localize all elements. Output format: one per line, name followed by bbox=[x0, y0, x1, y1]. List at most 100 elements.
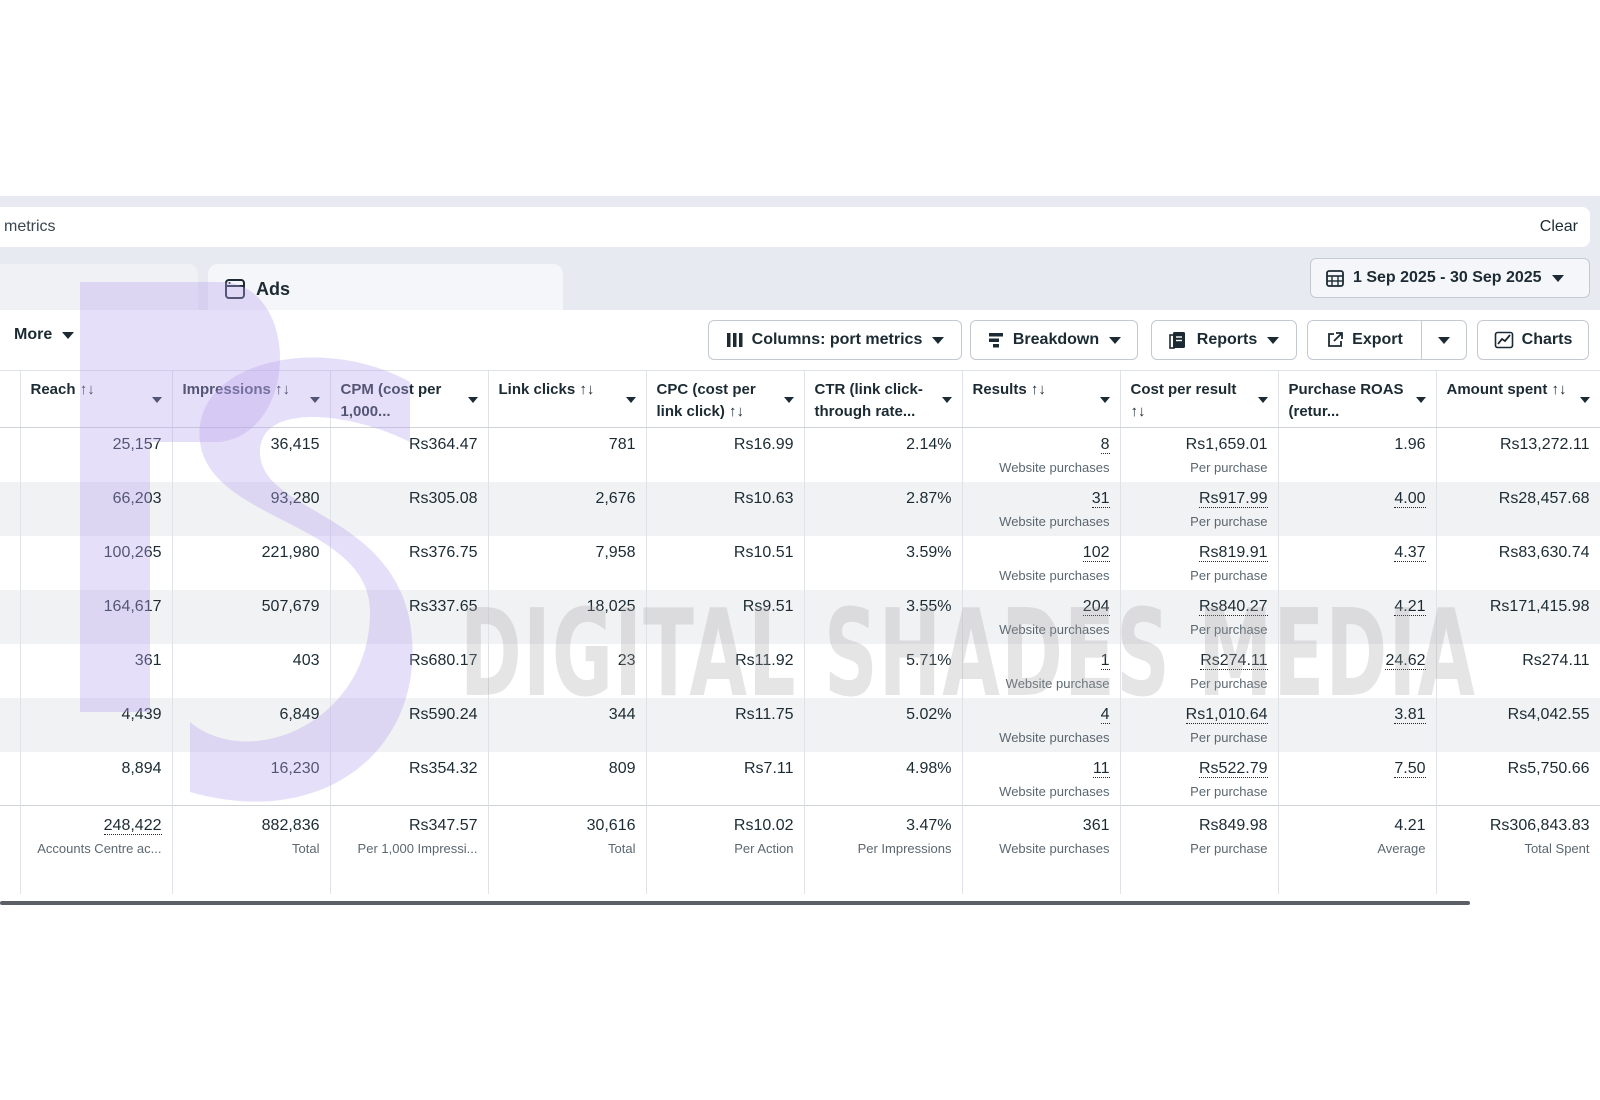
cell-cpm: Rs364.47 bbox=[330, 427, 489, 482]
total-roas: 4.21 Average bbox=[1278, 805, 1437, 894]
total-subtext: Average bbox=[1377, 841, 1426, 856]
cell-value[interactable]: Rs274.11 bbox=[1200, 651, 1268, 670]
cell-value[interactable]: 3.81 bbox=[1394, 705, 1426, 724]
cell-value[interactable]: 4.21 bbox=[1394, 597, 1426, 616]
horizontal-scrollbar[interactable] bbox=[0, 901, 1470, 905]
cell-reach: 25,157 bbox=[20, 427, 173, 482]
cell-value[interactable]: Rs917.99 bbox=[1199, 489, 1268, 508]
charts-button[interactable]: Charts bbox=[1477, 320, 1589, 360]
cell-value[interactable]: 102 bbox=[1082, 543, 1110, 562]
cell-value: Rs590.24 bbox=[409, 705, 478, 723]
row-spacer-cell bbox=[0, 805, 21, 894]
cell-value[interactable]: 8 bbox=[1100, 436, 1110, 454]
total-value: 30,616 bbox=[586, 817, 636, 834]
cell-subtext: Website purchase bbox=[1005, 675, 1110, 691]
chevron-down-icon[interactable] bbox=[783, 397, 794, 403]
table-row[interactable]: 4,439 6,849 Rs590.24 344 Rs11.75 5.02% 4 Websit… bbox=[0, 697, 1600, 752]
more-button[interactable]: More bbox=[14, 326, 75, 344]
export-button[interactable]: Export bbox=[1307, 320, 1422, 360]
cell-value[interactable]: 7.50 bbox=[1394, 759, 1426, 778]
date-range-button[interactable]: 1 Sep 2025 - 30 Sep 2025 bbox=[1310, 258, 1590, 298]
cell-results: 102 Website purchases bbox=[962, 535, 1121, 590]
cell-value[interactable]: 24.62 bbox=[1385, 651, 1426, 670]
column-header-purchase-roas[interactable]: Purchase ROAS (retur... bbox=[1278, 370, 1437, 428]
column-header-impressions[interactable]: Impressions ↑↓ bbox=[172, 370, 331, 428]
chart-icon bbox=[1494, 331, 1513, 349]
export-options-button[interactable] bbox=[1421, 320, 1467, 360]
column-header-results[interactable]: Results ↑↓ bbox=[962, 370, 1121, 428]
chevron-down-icon[interactable] bbox=[1579, 397, 1590, 403]
cell-spent: Rs171,415.98 bbox=[1436, 589, 1600, 644]
chevron-down-icon[interactable] bbox=[467, 397, 478, 403]
column-header-cpm[interactable]: CPM (cost per 1,000... bbox=[330, 370, 489, 428]
breakdown-label: Breakdown bbox=[1012, 331, 1100, 348]
clear-button[interactable]: Clear bbox=[1539, 218, 1578, 235]
chevron-down-icon[interactable] bbox=[625, 397, 636, 403]
total-reach: 248,422 Accounts Centre ac... bbox=[20, 805, 173, 894]
cell-value: Rs305.08 bbox=[409, 489, 478, 507]
cell-value: 16,230 bbox=[270, 759, 320, 777]
cell-value[interactable]: Rs840.27 bbox=[1199, 597, 1268, 616]
cell-value[interactable]: 204 bbox=[1082, 597, 1110, 616]
cell-roas: 7.50 bbox=[1278, 751, 1437, 806]
cell-value[interactable]: 31 bbox=[1091, 489, 1110, 508]
cell-value: 403 bbox=[292, 651, 320, 669]
cell-value[interactable]: Rs522.79 bbox=[1199, 759, 1268, 778]
cell-value[interactable]: 4 bbox=[1100, 705, 1110, 724]
cell-subtext: Per purchase bbox=[1190, 460, 1268, 475]
breakdown-button[interactable]: Breakdown bbox=[970, 320, 1138, 360]
cell-value[interactable]: 1 bbox=[1100, 651, 1110, 670]
cell-value[interactable]: 11 bbox=[1092, 759, 1110, 778]
column-header-cost-per-result[interactable]: Cost per result ↑↓ bbox=[1120, 370, 1279, 428]
tab-previous[interactable] bbox=[0, 264, 198, 310]
cell-cpm: Rs354.32 bbox=[330, 751, 489, 806]
search-filter-bar[interactable]: metrics Clear bbox=[0, 207, 1590, 247]
columns-button[interactable]: Columns: port metrics bbox=[708, 320, 962, 360]
cell-spent: Rs274.11 bbox=[1436, 643, 1600, 698]
table-row[interactable]: 361 403 Rs680.17 23 Rs11.92 5.71% 1 Website pur… bbox=[0, 643, 1600, 698]
total-impressions: 882,836 Total bbox=[172, 805, 331, 894]
cell-ctr: 2.87% bbox=[804, 481, 963, 536]
chevron-down-icon[interactable] bbox=[309, 397, 320, 403]
export-label: Export bbox=[1352, 331, 1403, 348]
chevron-down-icon[interactable] bbox=[941, 397, 952, 403]
cell-value: 2.14% bbox=[906, 436, 952, 453]
table-row[interactable]: 66,203 93,280 Rs305.08 2,676 Rs10.63 2.87% 31 W… bbox=[0, 481, 1600, 536]
cell-value[interactable]: Rs819.91 bbox=[1199, 543, 1268, 562]
cell-impressions: 36,415 bbox=[172, 427, 331, 482]
total-subtext: Per Impressions bbox=[857, 841, 952, 856]
cell-subtext: Per purchase bbox=[1190, 513, 1268, 529]
cell-value[interactable]: 4.37 bbox=[1394, 543, 1426, 562]
total-value[interactable]: 248,422 bbox=[103, 817, 162, 835]
chevron-down-icon bbox=[62, 331, 75, 339]
cell-cpc: Rs11.75 bbox=[646, 697, 805, 752]
cell-value[interactable]: Rs1,010.64 bbox=[1185, 705, 1268, 724]
column-header-amount-spent[interactable]: Amount spent ↑↓ bbox=[1436, 370, 1600, 428]
chevron-down-icon[interactable] bbox=[1257, 397, 1268, 403]
tab-ads[interactable]: Ads bbox=[208, 264, 563, 314]
column-header-reach[interactable]: Reach ↑↓ bbox=[20, 370, 173, 428]
table-row[interactable]: 100,265 221,980 Rs376.75 7,958 Rs10.51 3.59% 1… bbox=[0, 535, 1600, 590]
column-header-ctr[interactable]: CTR (link click-through rate... bbox=[804, 370, 963, 428]
reports-label: Reports bbox=[1196, 331, 1258, 348]
total-ctr: 3.47% Per Impressions bbox=[804, 805, 963, 894]
cell-spent: Rs28,457.68 bbox=[1436, 481, 1600, 536]
cell-value: 25,157 bbox=[112, 436, 162, 453]
chevron-down-icon[interactable] bbox=[1415, 397, 1426, 403]
cell-value: 344 bbox=[608, 705, 636, 723]
chevron-down-icon[interactable] bbox=[151, 397, 162, 403]
cell-value[interactable]: 1.96 bbox=[1394, 436, 1426, 453]
cell-reach: 100,265 bbox=[20, 535, 173, 590]
cell-value[interactable]: Rs1,659.01 bbox=[1185, 436, 1268, 453]
column-header-link-clicks[interactable]: Link clicks ↑↓ bbox=[488, 370, 647, 428]
cell-subtext: Per purchase bbox=[1190, 621, 1268, 637]
column-header-cpc[interactable]: CPC (cost per link click) ↑↓ bbox=[646, 370, 805, 428]
table-row[interactable]: 8,894 16,230 Rs354.32 809 Rs7.11 4.98% 11 Websi… bbox=[0, 751, 1600, 806]
cell-value[interactable]: 4.00 bbox=[1394, 489, 1426, 508]
chevron-down-icon[interactable] bbox=[1099, 397, 1110, 403]
cell-value: Rs680.17 bbox=[409, 651, 478, 669]
reports-button[interactable]: Reports bbox=[1151, 320, 1297, 360]
cell-value: 23 bbox=[617, 651, 636, 669]
table-row[interactable]: 164,617 507,679 Rs337.65 18,025 Rs9.51 3.55% 2… bbox=[0, 589, 1600, 644]
table-row[interactable]: 25,157 36,415 Rs364.47 781 Rs16.99 2.14% 8 Webs… bbox=[0, 427, 1600, 482]
